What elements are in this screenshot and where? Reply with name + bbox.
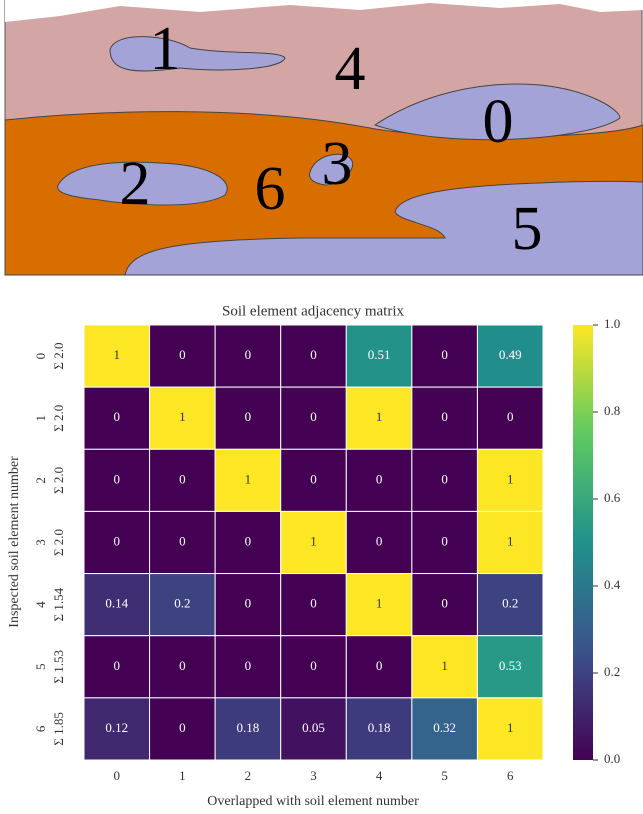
cell-label: 0 — [376, 658, 383, 673]
cell-label: 0.32 — [433, 720, 456, 735]
colorbar-tick-label: 1.0 — [604, 316, 620, 331]
cell-label: 1 — [310, 533, 317, 548]
chart-title: Soil element adjacency matrix — [222, 303, 405, 319]
y-sum-label: Σ 2.0 — [51, 405, 66, 432]
cell-label: 0.18 — [368, 720, 391, 735]
colorbar-tick-label: 0.4 — [604, 577, 621, 592]
cell-label: 0 — [441, 533, 448, 548]
cell-label: 0 — [376, 533, 383, 548]
cell-label: 1 — [114, 347, 121, 362]
cell-label: 0 — [441, 596, 448, 611]
soil-label: 2 — [120, 150, 151, 218]
cell-label: 0.49 — [499, 347, 522, 362]
cell-label: 0 — [114, 533, 121, 548]
y-tick-label: 4 — [33, 601, 48, 608]
y-sum-label: Σ 2.0 — [51, 343, 66, 370]
y-sum-label: Σ 1.85 — [51, 712, 66, 746]
y-tick-label: 3 — [33, 539, 48, 546]
soil-label: 6 — [255, 155, 286, 223]
cell-label: 0 — [441, 471, 448, 486]
cell-label: 0.2 — [174, 596, 190, 611]
cell-label: 1 — [507, 533, 514, 548]
x-tick-label: 6 — [507, 768, 514, 783]
cell-label: 0 — [376, 471, 383, 486]
cell-label: 0 — [310, 658, 317, 673]
cell-label: 1 — [179, 409, 186, 424]
colorbar-tick-label: 0.8 — [604, 403, 620, 418]
cell-label: 0 — [114, 409, 121, 424]
cell-label: 0 — [441, 409, 448, 424]
cell-label: 0 — [245, 409, 252, 424]
y-sum-label: Σ 2.0 — [51, 529, 66, 556]
cell-label: 0.2 — [502, 596, 518, 611]
cell-label: 0.53 — [499, 658, 522, 673]
cell-label: 0 — [179, 658, 186, 673]
y-axis-label: Inspected soil element number — [7, 456, 22, 628]
cell-label: 0 — [310, 596, 317, 611]
y-sum-label: Σ 2.0 — [51, 467, 66, 494]
cell-label: 1 — [245, 471, 252, 486]
x-tick-label: 2 — [245, 768, 252, 783]
cell-label: 0.05 — [302, 720, 325, 735]
cell-label: 1 — [507, 471, 514, 486]
cell-label: 0 — [245, 596, 252, 611]
soil-label: 0 — [483, 88, 514, 156]
cell-label: 0 — [245, 347, 252, 362]
cell-label: 1 — [441, 658, 448, 673]
figure: 1 4 0 2 6 3 5 Soil element adjacency mat… — [0, 0, 643, 814]
soil-diagram: 1 4 0 2 6 3 5 — [5, 0, 643, 275]
y-tick-label: 2 — [33, 477, 48, 484]
soil-label: 5 — [512, 195, 543, 263]
colorbar-tick-label: 0.6 — [604, 490, 621, 505]
cell-label: 0 — [310, 409, 317, 424]
cell-label: 0 — [310, 471, 317, 486]
cell-label: 0.51 — [368, 347, 391, 362]
x-tick-label: 0 — [114, 768, 121, 783]
cell-label: 0 — [179, 720, 186, 735]
y-sum-label: Σ 1.53 — [51, 650, 66, 684]
y-sum-label: Σ 1.54 — [51, 587, 66, 621]
y-tick-label: 1 — [33, 415, 48, 422]
x-tick-label: 4 — [376, 768, 383, 783]
cell-label: 0 — [179, 347, 186, 362]
cell-label: 0 — [441, 347, 448, 362]
cell-label: 0.12 — [105, 720, 128, 735]
x-tick-label: 1 — [179, 768, 186, 783]
y-tick-label: 5 — [33, 664, 48, 671]
y-tick-label: 6 — [33, 725, 48, 732]
cell-label: 0 — [310, 347, 317, 362]
soil-label: 1 — [150, 15, 181, 83]
x-axis-label: Overlapped with soil element number — [207, 794, 419, 809]
x-tick-label: 5 — [441, 768, 448, 783]
cell-label: 1 — [507, 720, 514, 735]
colorbar-tick-label: 0.2 — [604, 664, 620, 679]
cell-label: 0 — [179, 471, 186, 486]
soil-label: 3 — [322, 130, 353, 198]
cell-label: 0.14 — [105, 596, 128, 611]
colorbar-tick-label: 0.0 — [604, 751, 620, 766]
x-tick-label: 3 — [310, 768, 317, 783]
cell-label: 0 — [179, 533, 186, 548]
cell-label: 0 — [507, 409, 514, 424]
y-tick-label: 0 — [33, 353, 48, 360]
colorbar — [573, 325, 593, 760]
cell-label: 1 — [376, 596, 383, 611]
cell-label: 0 — [245, 658, 252, 673]
cell-label: 0 — [114, 471, 121, 486]
soil-label: 4 — [335, 35, 366, 103]
cell-label: 0.18 — [237, 720, 260, 735]
cell-label: 0 — [245, 533, 252, 548]
cell-label: 0 — [114, 658, 121, 673]
cell-label: 1 — [376, 409, 383, 424]
